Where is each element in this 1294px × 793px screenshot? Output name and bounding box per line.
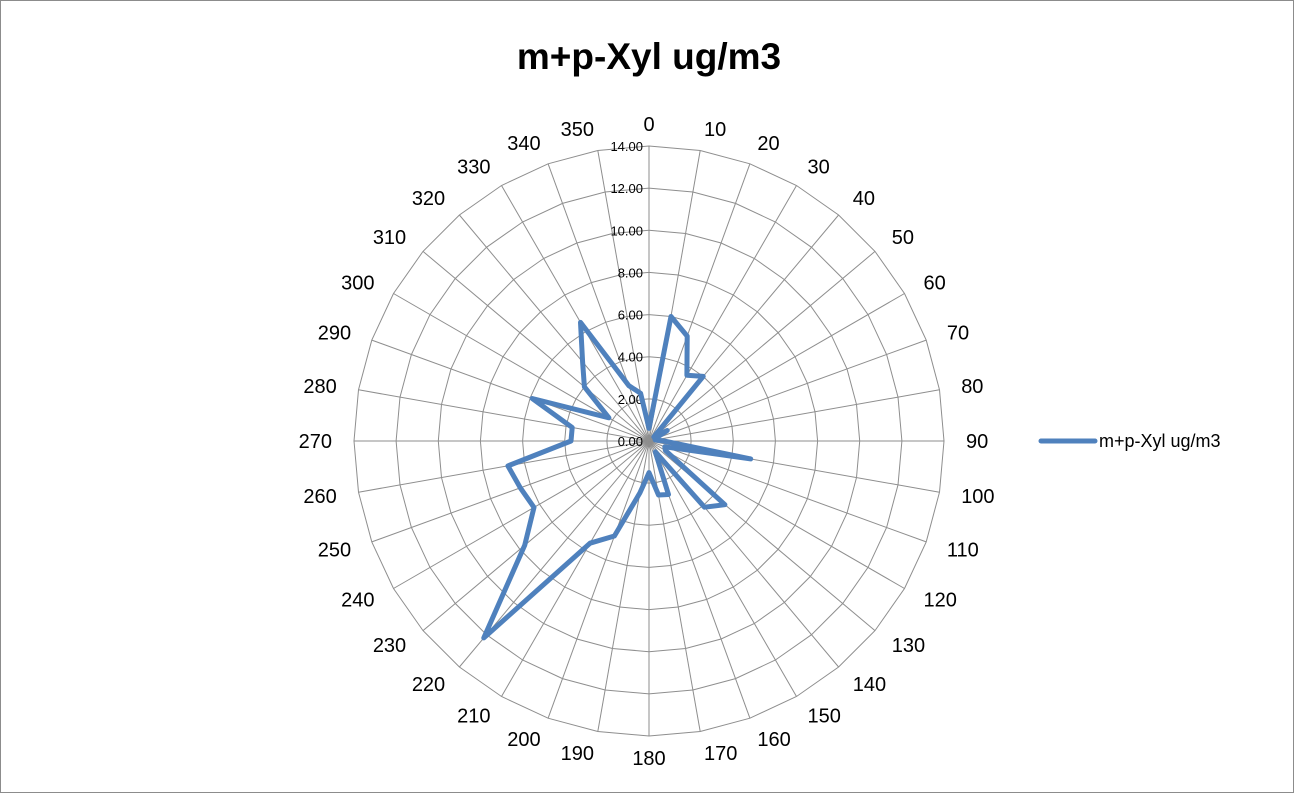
category-label: 130 [892, 635, 925, 657]
category-label: 90 [966, 431, 988, 453]
category-label: 190 [561, 743, 594, 765]
grid-spoke [422, 440, 650, 631]
legend: m+p-Xyl ug/m3 [1038, 431, 1221, 451]
category-label: 160 [757, 729, 790, 751]
grid-spoke [358, 389, 650, 442]
category-label: 320 [412, 188, 445, 210]
category-label: 240 [341, 590, 374, 612]
category-label: 280 [303, 376, 336, 398]
category-label: 310 [373, 227, 406, 249]
value-axis-labels: 0.00 2.00 4.00 6.00 8.00 10.00 12.00 14.00 [610, 139, 643, 449]
category-label: 100 [961, 486, 994, 508]
grid-spoke [501, 185, 650, 442]
grid-spoke [393, 440, 650, 589]
grid-spoke [648, 440, 905, 589]
radar-grid [353, 145, 945, 737]
category-label: 210 [457, 706, 490, 728]
grid-spoke [547, 440, 650, 719]
category-label: 290 [318, 323, 351, 345]
chart-title: m+p-Xyl ug/m3 [517, 36, 781, 77]
category-label: 340 [507, 133, 540, 155]
category-label: 20 [757, 133, 779, 155]
value-tick-label: 0.00 [618, 434, 643, 449]
value-tick-label: 2.00 [618, 392, 643, 407]
grid-spoke [648, 389, 940, 442]
grid-spoke [648, 293, 905, 442]
category-label: 40 [853, 188, 875, 210]
category-label: 0 [643, 114, 654, 136]
series-layer [481, 314, 754, 641]
category-label: 200 [507, 729, 540, 751]
category-label: 70 [947, 323, 969, 345]
grid-spoke [648, 163, 751, 442]
value-tick-label: 8.00 [618, 265, 643, 280]
grid-spoke [459, 214, 650, 442]
grid-spoke [648, 251, 876, 442]
grid-spoke [501, 440, 650, 697]
category-label: 230 [373, 635, 406, 657]
value-tick-label: 14.00 [610, 139, 643, 154]
category-label: 330 [457, 157, 490, 179]
category-label: 60 [924, 273, 946, 295]
value-tick-label: 4.00 [618, 350, 643, 365]
grid-spoke [358, 440, 650, 493]
grid-spoke [371, 440, 650, 543]
legend-label: m+p-Xyl ug/m3 [1099, 431, 1221, 451]
category-label: 30 [808, 157, 830, 179]
value-tick-label: 10.00 [610, 223, 643, 238]
series-line [481, 314, 754, 641]
grid-spoke [547, 163, 650, 442]
grid-spoke [648, 339, 927, 442]
category-label: 220 [412, 674, 445, 696]
category-label: 350 [561, 119, 594, 141]
category-label: 270 [299, 431, 332, 453]
category-label: 110 [947, 539, 979, 561]
grid-spoke [648, 185, 797, 442]
category-label: 50 [892, 227, 914, 249]
value-tick-label: 12.00 [610, 181, 643, 196]
category-label: 80 [961, 376, 983, 398]
grid-spoke [422, 251, 650, 442]
category-labels: 0 10 20 30 40 50 60 70 80 90 100 110 120 130 140 150 160… [299, 114, 995, 770]
grid-spoke [648, 440, 797, 697]
category-label: 140 [853, 674, 886, 696]
category-label: 250 [318, 539, 351, 561]
category-label: 10 [704, 119, 726, 141]
value-tick-label: 6.00 [618, 308, 643, 323]
category-label: 300 [341, 273, 374, 295]
grid-spoke [371, 339, 650, 442]
category-label: 180 [632, 748, 665, 770]
category-label: 150 [808, 706, 841, 728]
category-label: 170 [704, 743, 737, 765]
category-label: 120 [924, 590, 957, 612]
category-label: 260 [303, 486, 336, 508]
grid-spoke [648, 440, 927, 543]
